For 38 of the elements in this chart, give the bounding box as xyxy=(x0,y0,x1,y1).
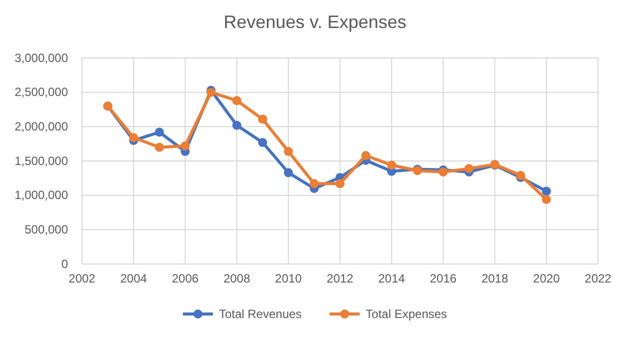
x-tick-label: 2010 xyxy=(275,272,302,286)
y-tick-label: 500,000 xyxy=(24,222,68,237)
x-tick-label: 2016 xyxy=(430,272,457,286)
x-tick-label: 2022 xyxy=(584,272,612,286)
y-tick-label: 3,000,000 xyxy=(14,50,68,65)
x-tick-label: 2014 xyxy=(378,272,406,286)
point xyxy=(180,141,190,150)
point xyxy=(335,179,345,188)
point xyxy=(129,133,138,142)
x-tick-label: 2020 xyxy=(533,272,560,286)
point xyxy=(284,146,293,156)
point xyxy=(154,128,164,137)
y-tick-label: 0 xyxy=(61,256,68,271)
point xyxy=(542,194,551,204)
y-tick-label: 2,000,000 xyxy=(14,120,68,134)
x-tick-label: 2008 xyxy=(223,272,250,286)
x-tick-label: 2002 xyxy=(68,272,96,286)
x-tick-label: 2004 xyxy=(120,272,148,286)
point xyxy=(232,96,242,106)
point xyxy=(361,151,370,160)
point xyxy=(154,142,164,152)
point xyxy=(542,186,551,196)
legend-label: Total Expenses xyxy=(366,307,448,321)
y-tick-label: 1,000,000 xyxy=(14,188,68,202)
point xyxy=(284,168,293,178)
x-tick-label: 2012 xyxy=(326,272,354,286)
point xyxy=(258,138,268,147)
x-tick-label: 2006 xyxy=(172,272,199,286)
point xyxy=(310,179,319,188)
point xyxy=(258,114,268,124)
point xyxy=(232,120,242,130)
legend-label: Total Revenues xyxy=(218,307,302,321)
y-tick-label: 1,500,000 xyxy=(14,154,68,168)
point xyxy=(387,160,396,170)
y-tick-label: 2,500,000 xyxy=(14,85,68,100)
point xyxy=(464,164,474,174)
chart-title: Revenues v. Expenses xyxy=(224,12,406,32)
x-tick-label: 2018 xyxy=(481,272,508,286)
